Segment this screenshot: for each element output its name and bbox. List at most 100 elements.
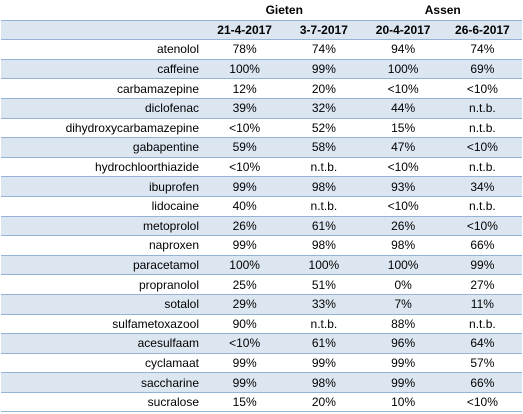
value-cell: 34% — [442, 176, 522, 197]
table-row: ibuprofen 99% 98% 93% 34% — [1, 176, 522, 197]
table-row: gabapentine 59% 58% 47% <10% — [1, 137, 522, 158]
value-cell: 93% — [363, 176, 443, 197]
value-cell: 66% — [442, 372, 522, 393]
value-cell: n.t.b. — [442, 314, 522, 335]
value-cell: <10% — [442, 78, 522, 99]
value-cell: 57% — [442, 353, 522, 374]
value-cell: <10% — [205, 118, 285, 139]
value-cell: 100% — [363, 255, 443, 276]
value-cell: 74% — [284, 39, 364, 60]
value-cell: 99% — [205, 176, 285, 197]
table-row: hydrochloorthiazide <10% n.t.b. <10% n.t.b. — [1, 157, 522, 178]
compound-name: caffeine — [1, 59, 205, 80]
value-cell: 99% — [205, 235, 285, 256]
table-row: acesulfaam <10% 61% 96% 64% — [1, 333, 522, 354]
value-cell: 98% — [284, 235, 364, 256]
table-row: dihydroxycarbamazepine <10% 52% 15% n.t.b. — [1, 118, 522, 139]
value-cell: 27% — [442, 274, 522, 295]
compound-name: acesulfaam — [1, 333, 205, 354]
value-cell: 20% — [284, 392, 364, 413]
table-row: lidocaine 40% n.t.b. <10% n.t.b. — [1, 196, 522, 217]
value-cell: 66% — [442, 235, 522, 256]
table-row: sotalol 29% 33% 7% 11% — [1, 294, 522, 315]
value-cell: 11% — [442, 294, 522, 315]
compound-name: propranolol — [1, 274, 205, 295]
value-cell: <10% — [205, 333, 285, 354]
date-header: 20-4-2017 — [363, 20, 443, 41]
value-cell: 51% — [284, 274, 364, 295]
value-cell: 61% — [284, 333, 364, 354]
value-cell: 98% — [363, 235, 443, 256]
value-cell: <10% — [442, 392, 522, 413]
value-cell: n.t.b. — [442, 98, 522, 119]
value-cell: 39% — [205, 98, 285, 119]
value-cell: 99% — [363, 372, 443, 393]
table-row: naproxen 99% 98% 98% 66% — [1, 235, 522, 256]
value-cell: 98% — [284, 372, 364, 393]
value-cell: 47% — [363, 137, 443, 158]
value-cell: n.t.b. — [284, 157, 364, 178]
value-cell: 40% — [205, 196, 285, 217]
compound-name: ibuprofen — [1, 176, 205, 197]
table-row: sulfametoxazool 90% n.t.b. 88% n.t.b. — [1, 314, 522, 335]
value-cell: 29% — [205, 294, 285, 315]
table-row: caffeine 100% 99% 100% 69% — [1, 59, 522, 80]
compound-name: dihydroxycarbamazepine — [1, 118, 205, 139]
value-cell: 12% — [205, 78, 285, 99]
value-cell: 99% — [284, 353, 364, 374]
compound-name: naproxen — [1, 235, 205, 256]
table-row: propranolol 25% 51% 0% 27% — [1, 274, 522, 295]
value-cell: 26% — [363, 216, 443, 237]
value-cell: 0% — [363, 274, 443, 295]
value-cell: 100% — [205, 59, 285, 80]
compound-name: gabapentine — [1, 137, 205, 158]
value-cell: 99% — [205, 372, 285, 393]
value-cell: <10% — [363, 78, 443, 99]
empty-cell — [1, 20, 205, 41]
value-cell: 15% — [363, 118, 443, 139]
value-cell: 99% — [205, 353, 285, 374]
date-header: 3-7-2017 — [284, 20, 364, 41]
group-header: Gieten — [205, 1, 364, 21]
table-row: metoprolol 26% 61% 26% <10% — [1, 216, 522, 237]
table-row: carbamazepine 12% 20% <10% <10% — [1, 78, 522, 99]
value-cell: 44% — [363, 98, 443, 119]
compound-name: saccharine — [1, 372, 205, 393]
table-body: atenolol 78% 74% 94% 74% caffeine 100% 99% 100% 6… — [1, 39, 522, 413]
table-row: saccharine 99% 98% 99% 66% — [1, 372, 522, 393]
compound-name: carbamazepine — [1, 78, 205, 99]
value-cell: 32% — [284, 98, 364, 119]
value-cell: 100% — [205, 255, 285, 276]
compound-name: cyclamaat — [1, 353, 205, 374]
value-cell: 94% — [363, 39, 443, 60]
value-cell: 10% — [363, 392, 443, 413]
value-cell: 88% — [363, 314, 443, 335]
date-header: 26-6-2017 — [442, 20, 522, 41]
table-row: paracetamol 100% 100% 100% 99% — [1, 255, 522, 276]
value-cell: 20% — [284, 78, 364, 99]
value-cell: <10% — [363, 157, 443, 178]
date-header: 21-4-2017 — [205, 20, 285, 41]
value-cell: 25% — [205, 274, 285, 295]
group-header: Assen — [363, 1, 522, 21]
value-cell: 78% — [205, 39, 285, 60]
value-cell: 74% — [442, 39, 522, 60]
table-row: atenolol 78% 74% 94% 74% — [1, 39, 522, 60]
table-row: diclofenac 39% 32% 44% n.t.b. — [1, 98, 522, 119]
value-cell: 15% — [205, 392, 285, 413]
value-cell: n.t.b. — [442, 196, 522, 217]
compound-name: atenolol — [1, 39, 205, 60]
value-cell: 98% — [284, 176, 364, 197]
compound-name: paracetamol — [1, 255, 205, 276]
compound-name: lidocaine — [1, 196, 205, 217]
value-cell: 61% — [284, 216, 364, 237]
value-cell: 99% — [284, 59, 364, 80]
date-header-row: 21-4-2017 3-7-2017 20-4-2017 26-6-2017 — [1, 20, 522, 41]
value-cell: 100% — [363, 59, 443, 80]
value-cell: 96% — [363, 333, 443, 354]
value-cell: n.t.b. — [442, 157, 522, 178]
value-cell: 99% — [442, 255, 522, 276]
empty-cell — [1, 1, 205, 21]
compound-name: diclofenac — [1, 98, 205, 119]
